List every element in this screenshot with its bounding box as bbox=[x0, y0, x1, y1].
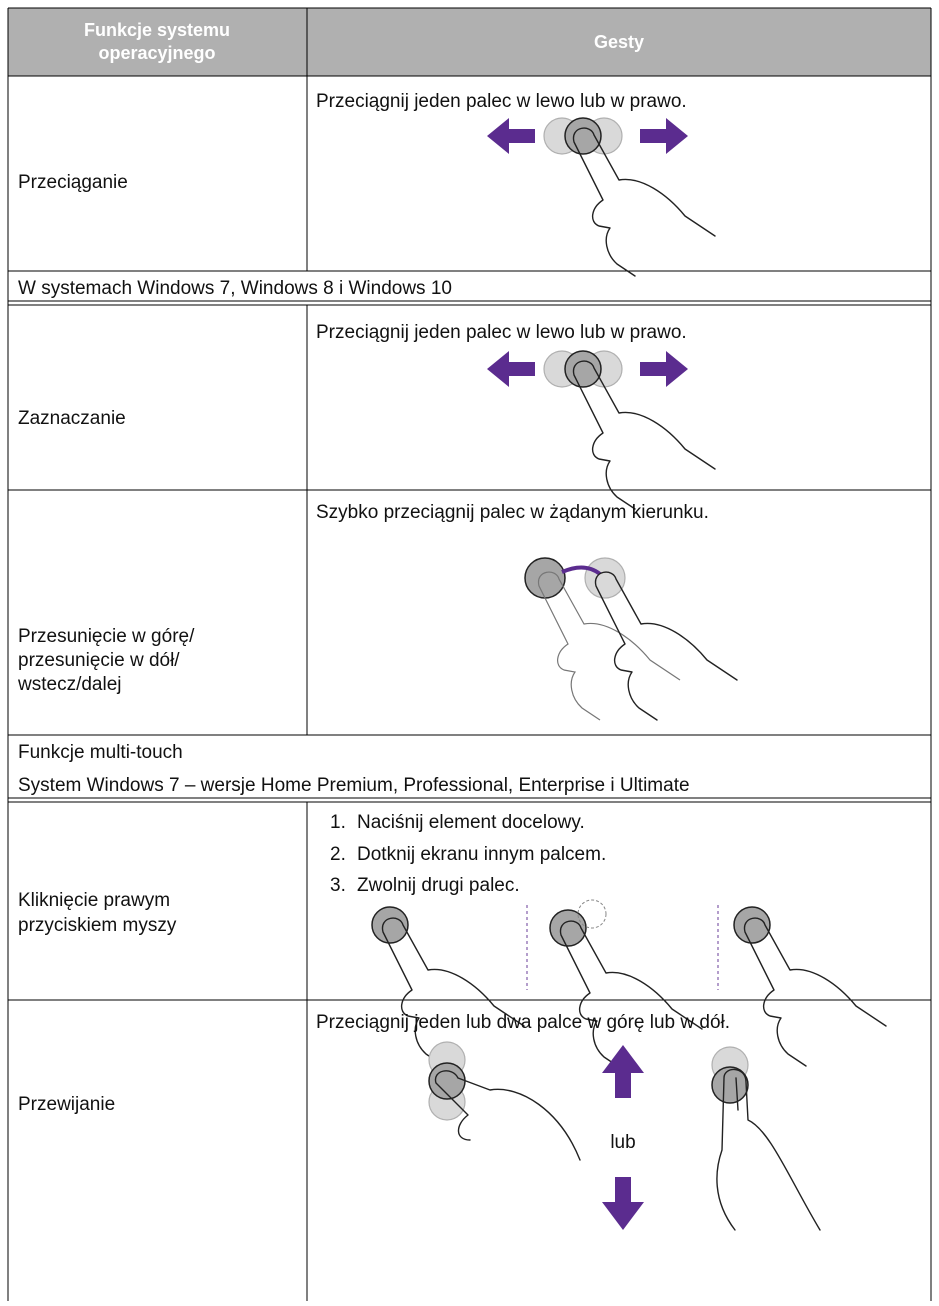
gesture-text: Przeciągnij jeden lub dwa palce w górę l… bbox=[316, 1012, 730, 1033]
function-cell: Przeciąganie bbox=[18, 172, 128, 193]
header-cell: Gesty bbox=[594, 32, 644, 52]
step-number: 2. bbox=[330, 844, 346, 865]
step-text: Dotknij ekranu innym palcem. bbox=[357, 844, 606, 865]
step-number: 3. bbox=[330, 875, 346, 896]
gesture-text: Przeciągnij jeden palec w lewo lub w pra… bbox=[316, 91, 687, 112]
gesture-text: Przeciągnij jeden palec w lewo lub w pra… bbox=[316, 322, 687, 343]
scroll-illustration bbox=[428, 1041, 821, 1231]
swipe-illustration bbox=[524, 557, 738, 721]
section-cell: System Windows 7 – wersje Home Premium, … bbox=[18, 775, 690, 796]
right-click-illustration bbox=[371, 899, 887, 1070]
function-cell: Przesunięcie w górę/ bbox=[18, 626, 195, 647]
section-cell: W systemach Windows 7, Windows 8 i Windo… bbox=[18, 278, 452, 299]
step-number: 1. bbox=[330, 812, 346, 833]
header-bg bbox=[8, 8, 931, 76]
table-grid bbox=[7, 7, 932, 1301]
function-cell: Przewijanie bbox=[18, 1094, 115, 1115]
function-cell: Kliknięcie prawym bbox=[18, 890, 170, 911]
step-text: Naciśnij element docelowy. bbox=[357, 812, 585, 833]
or-label: lub bbox=[610, 1132, 635, 1153]
function-cell: przesunięcie w dół/ bbox=[18, 650, 180, 671]
function-cell: wstecz/dalej bbox=[17, 674, 122, 695]
function-cell: Zaznaczanie bbox=[18, 408, 126, 429]
header-cell: Funkcje systemu operacyjnego bbox=[84, 20, 230, 63]
gesture-text: Szybko przeciągnij palec w żądanym kieru… bbox=[316, 502, 709, 523]
drag-illustration bbox=[487, 117, 716, 277]
function-cell: przyciskiem myszy bbox=[18, 915, 177, 936]
step-text: Zwolnij drugi palec. bbox=[357, 875, 520, 896]
section-cell: Funkcje multi-touch bbox=[18, 742, 183, 763]
select-illustration bbox=[487, 350, 716, 510]
